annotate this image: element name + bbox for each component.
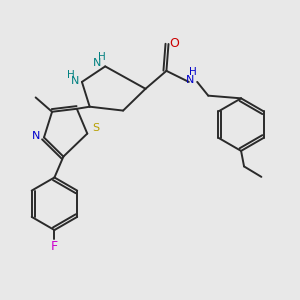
Text: H: H (188, 68, 196, 77)
Text: H: H (67, 70, 74, 80)
Text: S: S (92, 123, 99, 133)
Text: N: N (93, 58, 101, 68)
Text: N: N (71, 76, 80, 86)
Text: F: F (51, 240, 58, 253)
Text: H: H (98, 52, 106, 62)
Text: N: N (32, 131, 40, 141)
Text: O: O (169, 37, 179, 50)
Text: N: N (186, 74, 194, 85)
